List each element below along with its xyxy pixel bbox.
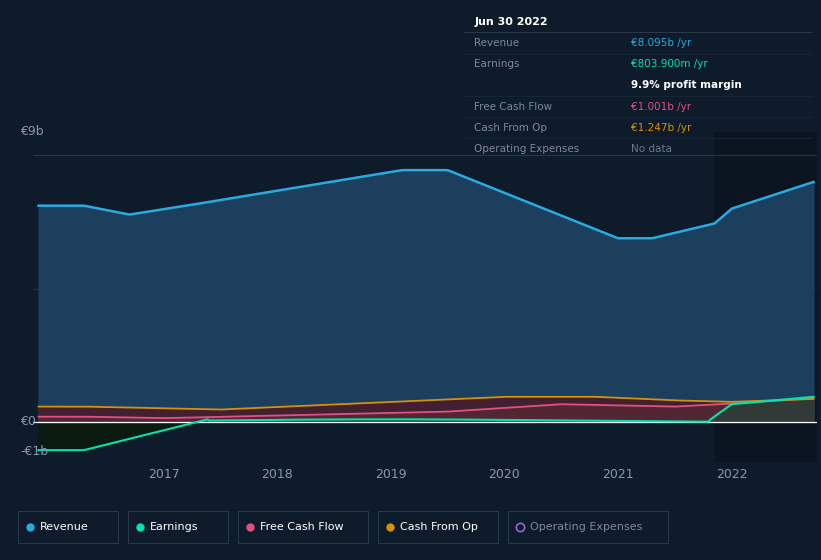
Text: Earnings: Earnings [475, 59, 520, 69]
Text: Jun 30 2022: Jun 30 2022 [475, 17, 548, 27]
Text: €0: €0 [21, 416, 36, 428]
Text: €803.900m /yr: €803.900m /yr [631, 59, 708, 69]
Text: -€1b: -€1b [21, 445, 48, 458]
Text: Cash From Op: Cash From Op [475, 123, 548, 133]
Text: €9b: €9b [21, 125, 44, 138]
Text: Revenue: Revenue [475, 38, 520, 48]
Text: €1.247b /yr: €1.247b /yr [631, 123, 691, 133]
Text: Earnings: Earnings [150, 522, 199, 532]
Text: Free Cash Flow: Free Cash Flow [475, 101, 553, 111]
Bar [714, 132, 817, 462]
Text: €8.095b /yr: €8.095b /yr [631, 38, 691, 48]
Text: Operating Expenses: Operating Expenses [530, 522, 642, 532]
Text: 9.9% profit margin: 9.9% profit margin [631, 81, 741, 90]
Text: No data: No data [631, 144, 672, 154]
Text: €1.001b /yr: €1.001b /yr [631, 101, 691, 111]
Text: Cash From Op: Cash From Op [400, 522, 478, 532]
Text: Operating Expenses: Operating Expenses [475, 144, 580, 154]
Text: Revenue: Revenue [40, 522, 89, 532]
Text: Free Cash Flow: Free Cash Flow [260, 522, 344, 532]
